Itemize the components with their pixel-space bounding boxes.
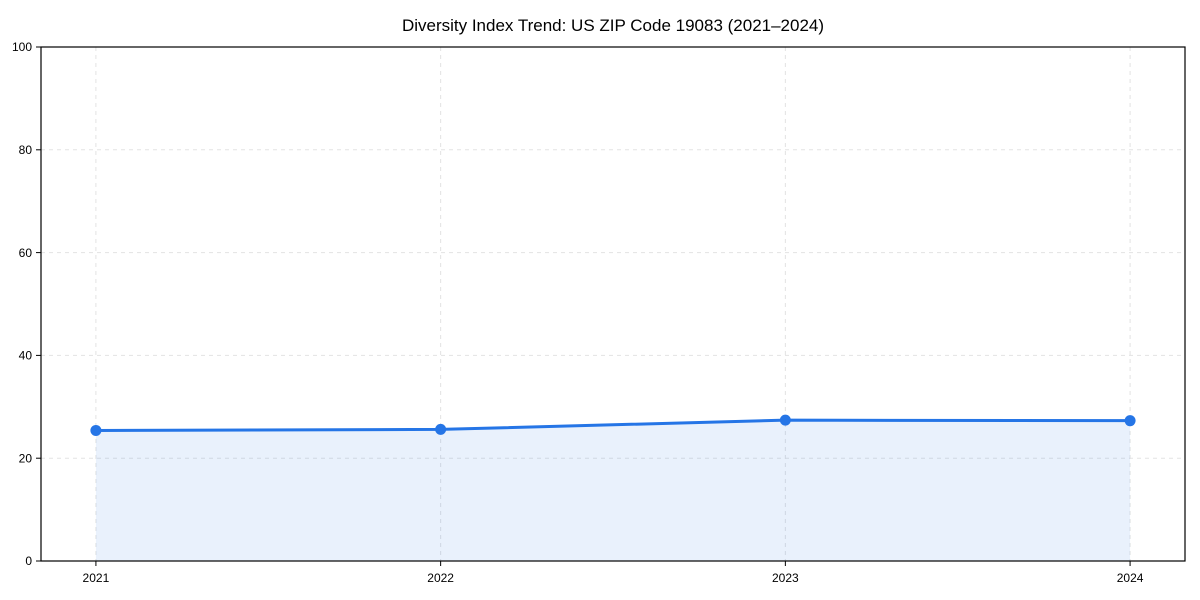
chart-title: Diversity Index Trend: US ZIP Code 19083… [402, 16, 824, 35]
y-tick-label: 40 [19, 349, 33, 363]
y-tick-label: 60 [19, 246, 33, 260]
y-tick-label: 20 [19, 451, 33, 465]
y-tick-label: 100 [12, 40, 32, 54]
data-point [1124, 415, 1136, 427]
series-layer [90, 414, 1136, 561]
data-point [779, 414, 791, 426]
y-tick-label: 80 [19, 143, 33, 157]
y-tick-label: 0 [25, 554, 32, 568]
area-fill [95, 420, 1131, 561]
data-point [90, 424, 102, 436]
trend-line [94, 418, 1132, 432]
x-tick-label: 2024 [1117, 571, 1144, 585]
data-point [435, 423, 447, 435]
x-tick-label: 2022 [427, 571, 454, 585]
x-tick-label: 2023 [772, 571, 799, 585]
x-tick-label: 2021 [83, 571, 110, 585]
plot-border [40, 46, 1186, 562]
axis-layer: 0 20 40 60 80 100 2021 2022 2023 2024 [12, 40, 1186, 585]
